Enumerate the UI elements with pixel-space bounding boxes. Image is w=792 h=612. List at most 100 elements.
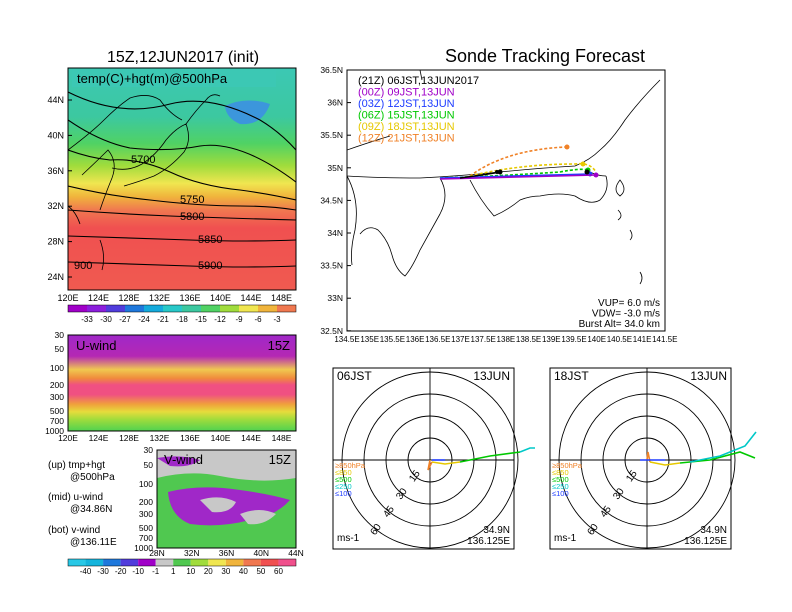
map-lat-tick: 34N — [327, 228, 343, 238]
track-param: VUP= 6.0 m/s — [598, 298, 660, 309]
u-lon-tick: 140E — [211, 433, 231, 443]
v-p-tick: 200 — [139, 497, 153, 507]
u-wind-time: 15Z — [268, 338, 290, 353]
map-lat-tick: 34.5N — [320, 195, 343, 205]
top-lat-tick: 40N — [47, 130, 64, 140]
map-lon-tick: 139.5E — [561, 335, 586, 344]
panel-notes: (up) tmp+hgt@500hPa (mid) u-wind@34.86N (b… — [48, 460, 117, 548]
u-lon-tick: 120E — [58, 433, 78, 443]
hodo-trace — [689, 431, 757, 463]
colorbar-label: -9 — [235, 315, 243, 324]
colorbar-cell — [106, 305, 125, 312]
u-lon-tick: 136E — [180, 433, 200, 443]
hodo-trace — [431, 461, 461, 465]
u-p-tick: 300 — [50, 392, 64, 402]
track-legend-entry: (21Z) 06JST,13JUN2017 — [358, 75, 479, 87]
colorbar-cell — [144, 305, 163, 312]
wind-colorbar-cell — [103, 559, 121, 566]
wind-colorbar-cell — [68, 559, 86, 566]
colorbar-label: -6 — [254, 315, 262, 324]
colorbar-cell — [163, 305, 182, 312]
top-lat-tick: 44N — [47, 95, 64, 105]
hodo-trace — [646, 451, 651, 463]
top-map-label-bg — [72, 70, 276, 87]
u-wind-frame — [67, 334, 297, 432]
hodo-level: ≤850 — [552, 468, 569, 477]
colorbar-cell — [258, 305, 277, 312]
wind-colorbar-cell — [173, 559, 191, 566]
colorbar-cell — [125, 305, 144, 312]
contour-label: 5700 — [131, 154, 155, 166]
hodo-time: 06JST — [337, 369, 372, 383]
top-lat-tick: 24N — [47, 272, 64, 282]
map-lon-tick: 138E — [497, 335, 516, 344]
u-wind-label: U-wind — [76, 338, 116, 353]
wind-colorbar-label: 40 — [239, 567, 248, 576]
colorbar-cell — [220, 305, 239, 312]
wind-colorbar-cell — [260, 559, 279, 566]
track-param: Burst Alt= 34.0 km — [579, 319, 660, 330]
hodo-frame — [549, 367, 732, 550]
v-wind-frame — [156, 449, 297, 549]
map-lat-tick: 35.5N — [320, 130, 343, 140]
map-lon-tick: 135.5E — [380, 335, 405, 344]
track-legend-entry: (09Z) 18JST,13JUN — [358, 121, 455, 133]
hodo-level: ≤500 — [552, 475, 569, 484]
map-lon-tick: 134.5E — [334, 335, 359, 344]
u-p-tick: 500 — [50, 406, 64, 416]
contour-label: 5800 — [180, 211, 204, 223]
note-line2: @500hPa — [70, 472, 115, 483]
colorbar-label: -3 — [273, 315, 281, 324]
track-legend-entry: (06Z) 15JST,13JUN — [358, 110, 455, 122]
u-p-tick: 30 — [55, 330, 65, 340]
hodo-time: 18JST — [554, 369, 589, 383]
contour-label: 5750 — [180, 194, 204, 206]
top-lat-tick: 32N — [47, 201, 64, 211]
wind-colorbar-cell — [208, 559, 226, 566]
launch-site — [584, 169, 590, 175]
map-lon-tick: 138.5E — [516, 335, 541, 344]
sonde-track-end — [497, 169, 503, 175]
hodo-lon: 136.125E — [467, 536, 510, 547]
u-p-tick: 700 — [50, 416, 64, 426]
wind-colorbar: -40 -30 -20 -10 -1 1 10 20 30 40 50 60 — [67, 558, 297, 576]
hodo-level: ≥850hPa — [552, 461, 583, 470]
colorbar-label: -30 — [100, 315, 112, 324]
wind-colorbar-cell — [85, 559, 104, 566]
v-wind-gray-patch — [200, 497, 236, 513]
v-lat-tick: 28N — [149, 548, 165, 558]
track-param: VDW= -3.0 m/s — [592, 309, 660, 320]
note-line1: (bot) v-wind — [48, 525, 100, 536]
sonde-track-end — [593, 172, 599, 178]
wind-colorbar-label: -1 — [152, 567, 160, 576]
colorbar-label: -27 — [119, 315, 131, 324]
note-line2: @34.86N — [70, 504, 112, 515]
v-lat-tick: 32N — [184, 548, 200, 558]
v-p-tick: 300 — [139, 509, 153, 519]
u-p-tick: 100 — [50, 363, 64, 373]
top-lat-tick: 28N — [47, 237, 64, 247]
hodo-lon: 136.125E — [684, 536, 727, 547]
colorbar-cell — [239, 305, 258, 312]
map-lon-tick: 135E — [360, 335, 379, 344]
hodo-lat: 34.9N — [700, 525, 727, 536]
map-lat-tick: 35N — [327, 163, 343, 173]
v-lat-tick: 40N — [253, 548, 269, 558]
hodo-trace — [649, 461, 681, 466]
hodo-trace — [427, 459, 433, 471]
colorbar-label: -18 — [176, 315, 188, 324]
map-lat-tick: 36.5N — [320, 65, 343, 75]
u-lon-tick: 148E — [272, 433, 292, 443]
sonde-track-end — [564, 144, 570, 150]
sonde-track-end — [580, 161, 586, 167]
note-line1: (mid) u-wind — [48, 492, 103, 503]
map-lon-tick: 141E — [633, 335, 652, 344]
colorbar-cell — [182, 305, 201, 312]
v-p-tick: 30 — [144, 445, 154, 455]
map-lon-tick: 137E — [451, 335, 470, 344]
track-coastlines — [347, 70, 661, 285]
